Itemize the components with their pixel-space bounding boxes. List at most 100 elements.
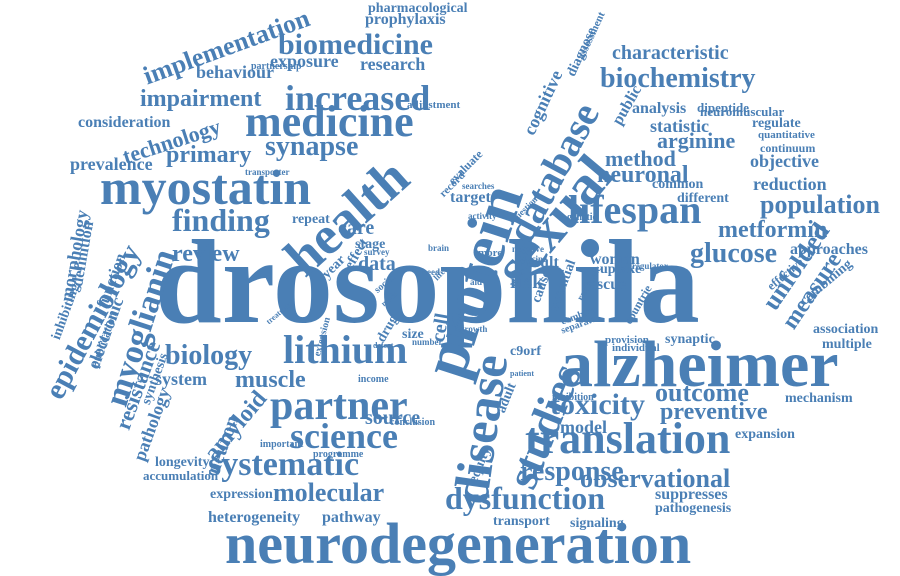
cloud-word-programme: programme bbox=[313, 449, 364, 460]
cloud-word-activity: activity bbox=[468, 211, 497, 221]
cloud-word-pathway: pathway bbox=[322, 509, 381, 526]
cloud-word-expression: expression bbox=[210, 487, 273, 502]
cloud-word-alzheimer: alzheimer bbox=[560, 328, 839, 401]
cloud-word-analysis: analysis bbox=[632, 100, 687, 117]
cloud-word-defect: defect bbox=[373, 341, 394, 350]
cloud-word-finding: finding bbox=[172, 202, 270, 238]
cloud-word-translation: translation bbox=[525, 414, 731, 463]
cloud-word-care: care bbox=[338, 217, 375, 239]
cloud-word-expansion: expansion bbox=[735, 427, 795, 442]
cloud-word-method: method bbox=[605, 146, 676, 171]
cloud-word-primary: primary bbox=[166, 142, 252, 168]
cloud-word-conclusion: conclusion bbox=[390, 417, 436, 428]
cloud-word-association: association bbox=[813, 322, 879, 337]
cloud-word-approaches: approaches bbox=[790, 241, 868, 258]
cloud-word-prevalence: prevalence bbox=[70, 154, 153, 174]
cloud-word-synaptic: synaptic bbox=[665, 332, 715, 347]
cloud-word-heterogeneity: heterogeneity bbox=[208, 509, 301, 526]
cloud-word-biomedicine: biomedicine bbox=[278, 28, 433, 61]
cloud-word-signaling: signaling bbox=[570, 516, 624, 531]
cloud-word-increased: increased bbox=[285, 78, 431, 118]
cloud-word-partnership: partnership bbox=[251, 61, 302, 72]
cloud-word-transporter: transporter bbox=[245, 167, 290, 177]
cloud-word-reduction: reduction bbox=[753, 174, 827, 194]
cloud-word-regulator: regulator bbox=[632, 261, 668, 271]
cloud-word-synapse: synapse bbox=[265, 131, 359, 162]
cloud-word-important: important bbox=[260, 439, 304, 450]
cloud-word-different: different bbox=[677, 191, 729, 206]
cloud-word-uptake: uptake bbox=[600, 262, 642, 277]
cloud-word-negative: negative bbox=[512, 244, 544, 254]
cloud-word-impairment: impairment bbox=[140, 86, 262, 112]
cloud-word-quantitative: quantitative bbox=[758, 129, 815, 141]
cloud-word-adjustment: adjustment bbox=[407, 99, 461, 111]
cloud-word-myostatin: myostatin bbox=[100, 159, 312, 215]
cloud-word-neuronal: neuronal bbox=[597, 162, 689, 188]
cloud-word-characteristic: characteristic bbox=[612, 42, 729, 64]
cloud-word-woman: woman bbox=[590, 251, 640, 268]
cloud-word-response: response bbox=[520, 456, 624, 487]
cloud-word-provision: provision bbox=[605, 334, 649, 346]
cloud-word-target: target bbox=[450, 189, 491, 206]
cloud-word-dysfunction: dysfunction bbox=[445, 480, 606, 516]
cloud-word-genetic: genetic bbox=[567, 212, 597, 223]
cloud-word-review: review bbox=[172, 241, 240, 267]
cloud-word-science: science bbox=[290, 416, 398, 456]
cloud-word-need: need bbox=[422, 267, 440, 277]
cloud-word-research: research bbox=[360, 54, 426, 74]
cloud-word-partner: partner bbox=[270, 383, 408, 429]
cloud-word-outcome: outcome bbox=[655, 378, 749, 407]
cloud-word-neurodegeneration: neurodegeneration bbox=[225, 511, 692, 576]
cloud-word-multiple: multiple bbox=[822, 337, 872, 352]
cloud-word-medicine: medicine bbox=[245, 97, 414, 146]
cloud-word-biochemistry: biochemistry bbox=[600, 63, 756, 94]
cloud-word-individual: individual bbox=[612, 342, 660, 354]
cloud-word-repeat: repeat bbox=[292, 212, 330, 227]
cloud-word-brain: brain bbox=[428, 243, 450, 253]
cloud-word-preventive: preventive bbox=[660, 399, 768, 425]
cloud-word-continuum: continuum bbox=[760, 141, 816, 155]
cloud-word-glucose: glucose bbox=[690, 238, 778, 269]
cloud-word-muscle: muscle bbox=[235, 367, 306, 393]
cloud-word-number: number bbox=[412, 337, 443, 347]
cloud-word-consideration: consideration bbox=[78, 114, 171, 131]
cloud-word-statistic: statistic bbox=[650, 116, 709, 136]
cloud-word-molecular: molecular bbox=[273, 478, 385, 507]
cloud-word-common: common bbox=[652, 177, 704, 192]
cloud-word-searches: searches bbox=[462, 181, 495, 191]
cloud-word-income: income bbox=[358, 374, 389, 385]
cloud-word-suppresses: suppresses bbox=[655, 486, 728, 503]
cloud-word-longevity: longevity bbox=[155, 455, 210, 470]
cloud-word-regulate: regulate bbox=[752, 116, 801, 131]
cloud-word-patient: patient bbox=[510, 369, 534, 378]
cloud-word-more: more bbox=[478, 247, 503, 259]
cloud-word-lithium: lithium bbox=[283, 327, 408, 372]
cloud-word-mechanism: mechanism bbox=[785, 391, 853, 406]
cloud-word-result: result bbox=[520, 254, 559, 271]
cloud-word-population: population bbox=[760, 190, 880, 219]
cloud-word-glycine: glycine bbox=[520, 254, 547, 264]
cloud-word-systematic: systematic bbox=[208, 446, 360, 483]
cloud-word-source: source bbox=[365, 407, 421, 429]
cloud-word-survey: survey bbox=[364, 247, 390, 257]
cloud-word-dipeptide: dipeptide bbox=[697, 100, 750, 115]
cloud-word-inhibition: inhibition bbox=[552, 392, 594, 403]
cloud-word-biology: biology bbox=[165, 340, 253, 371]
cloud-word-system: system bbox=[155, 369, 207, 389]
cloud-word-metformin: metformin bbox=[718, 217, 828, 243]
cloud-word-data: data bbox=[358, 253, 396, 275]
cloud-word-accumulation: accumulation bbox=[143, 468, 219, 483]
cloud-word-behaviour: behaviour bbox=[196, 62, 275, 82]
cloud-word-prophylaxis: prophylaxis bbox=[365, 11, 446, 28]
cloud-word-size: size bbox=[402, 327, 424, 342]
cloud-word-c9orf: c9orf bbox=[510, 344, 542, 359]
cloud-word-rescue: rescue bbox=[583, 276, 627, 293]
cloud-word-growth: growth bbox=[460, 324, 488, 334]
cloud-word-aid: aid bbox=[470, 277, 483, 287]
cloud-word-toxicity: toxicity bbox=[550, 388, 645, 421]
cloud-word-stage: stage bbox=[355, 237, 386, 252]
cloud-word-pathogenesis: pathogenesis bbox=[655, 501, 732, 516]
cloud-word-neuromuscular: neuromuscular bbox=[700, 104, 785, 119]
cloud-word-lifespan: lifespan bbox=[568, 187, 702, 232]
